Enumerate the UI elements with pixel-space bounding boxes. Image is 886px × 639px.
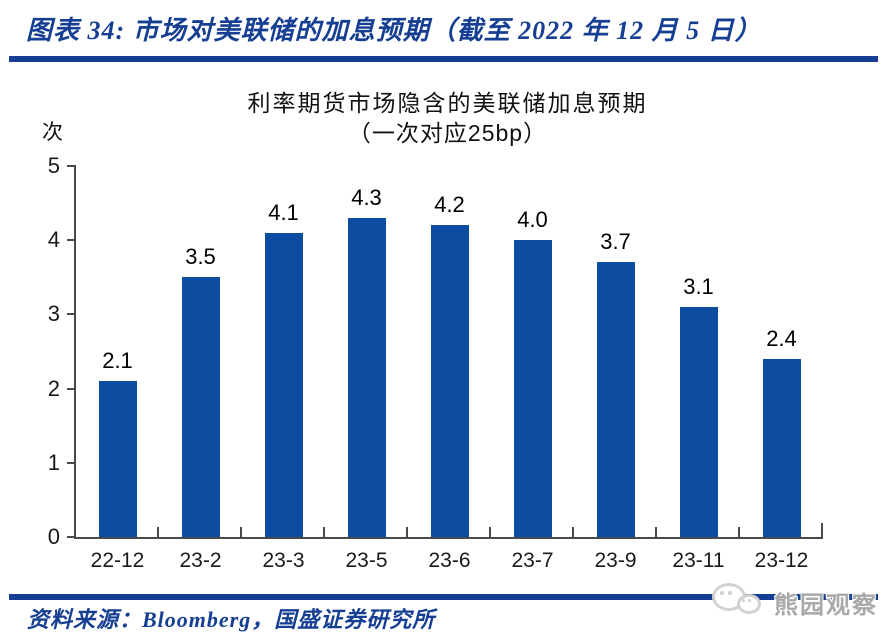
y-tick-label: 1 xyxy=(47,449,60,475)
x-axis-tick xyxy=(323,527,325,537)
bar xyxy=(181,277,220,537)
x-tick-label: 22-12 xyxy=(90,549,145,572)
bar xyxy=(98,381,137,537)
top-divider xyxy=(9,56,878,62)
y-axis-tick xyxy=(67,387,76,390)
y-tick-label: 4 xyxy=(47,227,60,253)
y-axis-unit-label: 次 xyxy=(42,121,63,144)
x-axis-tick xyxy=(821,523,823,537)
wechat-dot xyxy=(742,599,745,602)
bar xyxy=(679,306,718,537)
wechat-icon xyxy=(710,582,766,616)
bar-value-label: 4.3 xyxy=(351,184,382,210)
x-tick-label: 23-5 xyxy=(345,549,388,572)
bar xyxy=(762,358,801,537)
y-axis-tick xyxy=(67,461,76,464)
y-axis-tick xyxy=(67,536,76,538)
wechat-bubble-small xyxy=(737,594,761,614)
bar xyxy=(596,262,635,537)
x-axis-tick xyxy=(489,527,491,537)
bar xyxy=(430,225,469,537)
x-axis-tick xyxy=(572,527,574,537)
x-axis-tick xyxy=(406,527,408,537)
figure-title: 图表 34: 市场对美联储的加息预期（截至 2022 年 12 月 5 日） xyxy=(26,16,762,45)
bar-value-label: 2.4 xyxy=(766,325,797,351)
x-tick-label: 23-9 xyxy=(594,549,637,572)
watermark: 熊园观察 xyxy=(710,582,880,619)
y-tick-label: 2 xyxy=(47,375,60,401)
source-note: 资料来源：Bloomberg，国盛证券研究所 xyxy=(27,607,436,632)
x-axis-tick xyxy=(655,527,657,537)
chart-title: 利率期货市场隐含的美联储加息预期 xyxy=(247,90,648,116)
wechat-dot xyxy=(748,599,751,602)
bar-value-label: 4.1 xyxy=(268,199,299,225)
y-tick-label: 3 xyxy=(47,301,60,327)
wechat-dot xyxy=(728,591,732,595)
y-tick-label: 5 xyxy=(47,153,60,178)
bar-value-label: 2.1 xyxy=(102,348,133,374)
x-tick-label: 23-2 xyxy=(179,549,222,572)
y-tick-label: 0 xyxy=(47,524,60,549)
bar-value-label: 4.0 xyxy=(517,207,548,233)
x-axis-tick xyxy=(738,527,740,537)
bar-value-label: 3.7 xyxy=(600,229,631,255)
plot-area: 0 1 2 3 4 5 2.1 22-12 3.5 23-2 4.1 23-3 4.3 23-5 4.2 23… xyxy=(48,153,823,572)
bottom-divider xyxy=(9,594,878,600)
x-tick-label: 23-3 xyxy=(262,549,305,572)
x-tick-label: 23-7 xyxy=(511,549,554,572)
y-axis-tick xyxy=(67,239,76,242)
x-tick-label: 23-12 xyxy=(754,549,809,572)
bar-value-label: 3.5 xyxy=(185,244,216,270)
x-axis-tick xyxy=(157,527,159,537)
y-axis-tick xyxy=(67,313,76,316)
bar xyxy=(264,232,303,537)
y-axis-tick xyxy=(67,165,76,167)
x-axis-tick xyxy=(240,527,242,537)
x-tick-label: 23-11 xyxy=(672,549,725,572)
chart-subtitle: （一次对应25bp） xyxy=(347,120,548,146)
x-tick-label: 23-6 xyxy=(428,549,471,572)
wechat-dot xyxy=(720,591,724,595)
bar-value-label: 3.1 xyxy=(683,273,714,299)
bar xyxy=(513,240,552,537)
bar-value-label: 4.2 xyxy=(434,192,465,218)
watermark-text: 熊园观察 xyxy=(774,592,878,619)
bar xyxy=(347,217,386,537)
